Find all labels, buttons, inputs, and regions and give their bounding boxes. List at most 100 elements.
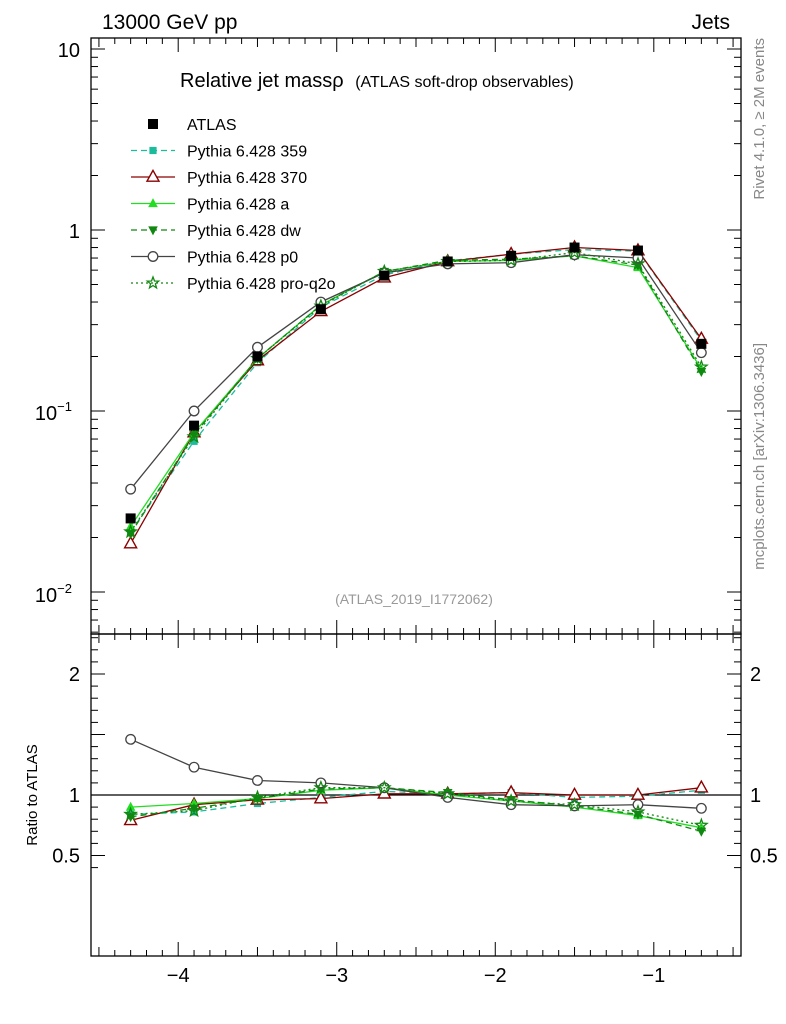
ratio-point-pproq2o xyxy=(440,785,456,801)
data-point-pp0 xyxy=(125,483,137,495)
data-point-pp0 xyxy=(188,405,200,417)
mcplots-credit-text: mcplots.cern.ch [arXiv:1306.3436] xyxy=(751,343,768,570)
series-ATLAS xyxy=(125,242,707,524)
legend-item-pa: Pythia 6.428 a xyxy=(131,197,289,214)
legend-label-pp0: Pythia 6.428 p0 xyxy=(187,250,298,267)
data-point-p370 xyxy=(123,535,138,549)
data-point-pp0 xyxy=(252,341,263,353)
ratio-point-pproq2o xyxy=(693,817,709,832)
ratio-line-p370 xyxy=(130,787,702,822)
plot-title: Relative jet massρ (ATLAS soft-drop obse… xyxy=(180,70,574,92)
ratio-y-tick-label: 2 xyxy=(69,664,80,686)
ratio-point-p370 xyxy=(313,790,329,804)
x-tick-labels: −4 −3 −2 −1 xyxy=(167,965,665,987)
rivet-version-text: Rivet 4.1.0, ≥ 2M events xyxy=(751,38,768,200)
ratio-point-p370 xyxy=(630,786,646,800)
ratio-point-pdw xyxy=(189,804,199,814)
ratio-series-pproq2o xyxy=(123,779,709,832)
main-y-tick-labels: 10 1 10−1 10−2 xyxy=(35,40,80,607)
plot-title-main: Relative jet massρ xyxy=(180,70,344,92)
header-left: 13000 GeV pp xyxy=(102,11,237,34)
data-point-ATLAS xyxy=(569,242,580,253)
legend-label-pdw: Pythia 6.428 dw xyxy=(187,223,301,240)
ratio-line-p359 xyxy=(130,789,702,816)
y-tick-label-0.01-base: 10 xyxy=(35,585,57,607)
ratio-point-pp0 xyxy=(125,733,137,745)
x-tick-label: −3 xyxy=(325,965,348,987)
legend-label-ATLAS: ATLAS xyxy=(187,117,237,134)
ratio-point-pproq2o xyxy=(376,779,392,795)
data-point-pp0 xyxy=(695,347,707,359)
legend-item-pproq2o: Pythia 6.428 pro-q2o xyxy=(131,275,336,293)
data-point-pproq2o xyxy=(123,523,139,539)
analysis-label: (ATLAS_2019_I1772062) xyxy=(335,591,493,607)
main-series xyxy=(123,239,709,549)
data-point-pproq2o xyxy=(693,359,709,374)
ratio-line-pp0 xyxy=(130,738,702,809)
legend-marker-pa xyxy=(148,198,158,208)
data-point-pdw xyxy=(189,431,199,441)
ratio-point-pproq2o xyxy=(503,793,519,808)
ratio-point-pproq2o xyxy=(313,779,329,795)
y-tick-label-0.1: 10−1 xyxy=(35,399,72,425)
ratio-y-tick-label: 0.5 xyxy=(52,846,80,868)
ratio-point-pp0 xyxy=(188,761,200,773)
ratio-y-tick-label-right: 2 xyxy=(750,664,761,686)
data-point-ATLAS xyxy=(696,338,707,349)
ratio-line-pproq2o xyxy=(130,787,702,826)
data-point-p359 xyxy=(190,437,198,445)
ratio-point-pproq2o xyxy=(630,803,646,819)
legend-label-p370: Pythia 6.428 370 xyxy=(187,170,307,187)
header-right: Jets xyxy=(691,11,730,34)
series-line-p370 xyxy=(130,246,702,544)
ratio-point-pproq2o xyxy=(250,789,265,804)
x-tick-label: −1 xyxy=(642,965,665,987)
data-point-ATLAS xyxy=(442,256,453,267)
series-line-pa xyxy=(130,255,702,527)
data-point-ATLAS xyxy=(506,250,517,261)
ratio-point-pa xyxy=(125,801,136,811)
ratio-point-pproq2o xyxy=(186,802,202,818)
legend: ATLAS Pythia 6.428 359 Pythia 6.428 370 Pyt… xyxy=(131,117,336,293)
legend-marker-pproq2o xyxy=(145,275,161,290)
legend-item-ATLAS: ATLAS xyxy=(148,117,237,134)
ratio-series-pp0 xyxy=(125,733,707,814)
legend-item-p370: Pythia 6.428 370 xyxy=(131,168,307,187)
x-tick-label: −4 xyxy=(167,965,190,987)
legend-marker-p359 xyxy=(149,146,157,155)
series-pdw xyxy=(125,252,707,540)
ratio-y-tick-label: 1 xyxy=(69,785,80,807)
y-tick-label-0.01-exp: −2 xyxy=(57,581,72,596)
legend-marker-ATLAS xyxy=(148,119,158,129)
y-tick-label-1: 1 xyxy=(69,221,80,243)
data-point-ATLAS xyxy=(632,245,643,256)
series-line-pp0 xyxy=(130,254,702,490)
ratio-point-pproq2o xyxy=(567,796,582,811)
data-point-ATLAS xyxy=(125,513,136,524)
series-line-pproq2o xyxy=(130,251,702,533)
legend-marker-p370 xyxy=(145,168,161,182)
data-point-ATLAS xyxy=(252,351,263,362)
data-point-pdw xyxy=(696,368,707,378)
ratio-series xyxy=(123,733,709,837)
legend-item-pp0: Pythia 6.428 p0 xyxy=(131,250,298,267)
legend-marker-pp0 xyxy=(147,251,159,262)
ratio-point-pp0 xyxy=(695,802,707,814)
data-point-ATLAS xyxy=(189,420,200,431)
legend-label-pproq2o: Pythia 6.428 pro-q2o xyxy=(187,276,336,293)
ratio-y-tick-labels: 2 2 1 1 0.5 0.5 xyxy=(52,664,778,868)
series-line-p359 xyxy=(130,248,702,533)
ratio-series-p370 xyxy=(123,779,709,826)
ratio-y-tick-label-right: 0.5 xyxy=(750,846,778,868)
data-point-pproq2o xyxy=(186,428,202,444)
legend-item-pdw: Pythia 6.428 dw xyxy=(131,223,301,240)
ratio-y-tick-label-right: 1 xyxy=(750,785,761,807)
legend-item-p359: Pythia 6.428 359 xyxy=(131,144,307,161)
y-tick-label-10: 10 xyxy=(58,40,80,62)
y-tick-label-0.01: 10−2 xyxy=(35,581,72,607)
plot-title-sub: (ATLAS soft-drop observables) xyxy=(355,74,573,91)
ratio-point-pp0 xyxy=(252,775,263,786)
data-point-pproq2o xyxy=(630,256,646,271)
ratio-series-pa xyxy=(125,782,707,832)
